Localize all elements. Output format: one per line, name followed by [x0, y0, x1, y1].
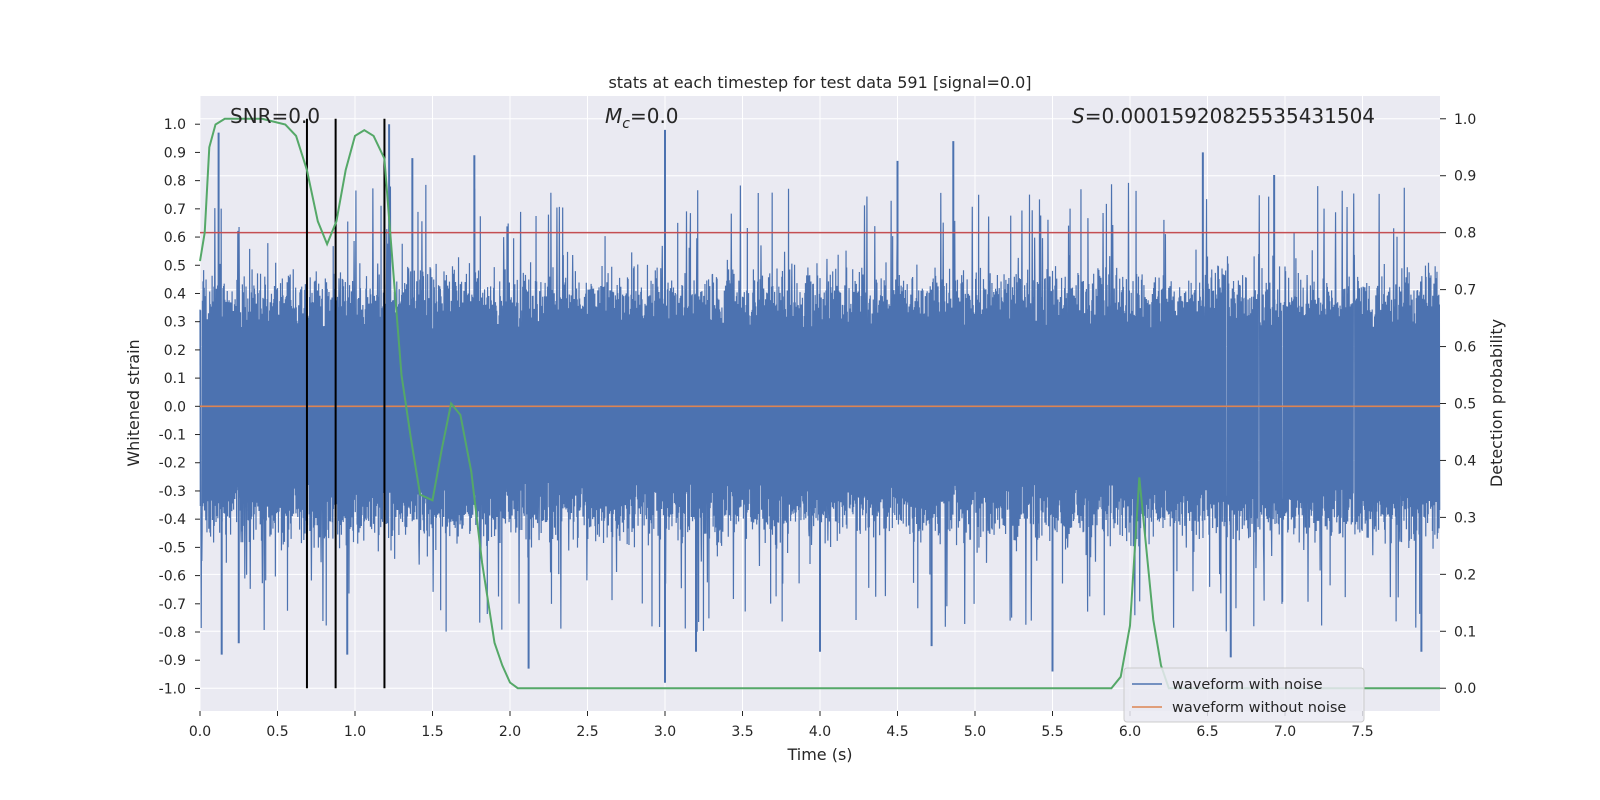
legend-label-waveform-without-noise: waveform without noise: [1172, 700, 1346, 716]
x-tick-label: 0.0: [189, 724, 211, 740]
x-tick-label: 5.5: [1041, 724, 1063, 740]
y-left-tick-label: -0.6: [159, 569, 186, 585]
x-tick-label: 0.5: [266, 724, 288, 740]
legend-label-waveform-with-noise: waveform with noise: [1172, 677, 1323, 693]
s-annotation: S=0.00015920825535431504: [1072, 104, 1375, 128]
y-right-tick-label: 0.3: [1454, 510, 1476, 526]
y-right-tick-label: 1.0: [1454, 112, 1476, 128]
vertical-markers: [305, 118, 386, 689]
legend-box: [1123, 667, 1365, 723]
y-right-tick-label: 0.8: [1454, 226, 1476, 242]
x-tick-label: 4.0: [809, 724, 831, 740]
y-left-tick-label: 0.6: [164, 230, 186, 246]
y-left-tick-label: 0.9: [164, 145, 186, 161]
detection-probability-line: [199, 117, 1440, 690]
y-right-tick-label: 0.2: [1454, 567, 1476, 583]
y-left-tick-label: -0.9: [159, 653, 186, 669]
y-left-tick-label: 0.5: [164, 258, 186, 274]
x-tick-label: 5.0: [964, 724, 986, 740]
y-left-tick-label: -0.7: [159, 597, 186, 613]
x-tick-label: 3.5: [731, 724, 753, 740]
y-left-tick-label: 0.8: [164, 174, 186, 190]
y-axis-right: 1.0 0.9 0.8 0.7 0.6 0.5 0.4 0.3 0.2 0.1 0.0: [1440, 112, 1476, 697]
y-left-tick-label: -0.8: [159, 625, 186, 641]
y-right-tick-label: 0.9: [1454, 169, 1476, 185]
chirp-mass-subscript: c: [622, 116, 630, 132]
y-axis-left-label: Whitened strain: [124, 339, 143, 466]
x-tick-label: 3.0: [654, 724, 676, 740]
y-left-tick-label: -1.0: [159, 681, 186, 697]
x-tick-label: 2.5: [576, 724, 598, 740]
y-left-tick-label: -0.2: [159, 456, 186, 472]
y-left-tick-label: 0.0: [164, 399, 186, 415]
x-tick-label: 1.5: [421, 724, 443, 740]
x-tick-label: 7.0: [1274, 724, 1296, 740]
y-axis-left: 1.0 0.9 0.8 0.7 0.6 0.5 0.4 0.3 0.2 0.1 0.0 -0.1 -0.…: [159, 117, 200, 697]
chirp-mass-symbol: M: [605, 104, 622, 128]
legend: waveform with noise waveform without noi…: [1123, 667, 1365, 723]
y-axis-right-label: Detection probability: [1487, 319, 1506, 487]
x-tick-label: 6.0: [1119, 724, 1141, 740]
x-tick-label: 2.0: [499, 724, 521, 740]
y-right-tick-label: 0.1: [1454, 624, 1476, 640]
y-right-tick-label: 0.0: [1454, 681, 1476, 697]
y-left-tick-label: 0.2: [164, 343, 186, 359]
chirp-mass-value: =0.0: [630, 104, 679, 128]
y-left-tick-label: 1.0: [164, 117, 186, 133]
snr-annotation: SNR=0.0: [230, 104, 320, 128]
y-left-tick-label: 0.4: [164, 286, 186, 302]
y-left-tick-label: -0.3: [159, 484, 186, 500]
chart-title: stats at each timestep for test data 591…: [608, 73, 1031, 92]
x-tick-label: 7.5: [1351, 724, 1373, 740]
y-left-tick-label: 0.3: [164, 315, 186, 331]
y-right-tick-label: 0.5: [1454, 397, 1476, 413]
y-left-tick-label: -0.4: [159, 512, 186, 528]
s-symbol: S: [1072, 104, 1085, 128]
chirp-mass-annotation: Mc=0.0: [605, 104, 679, 132]
y-right-tick-label: 0.4: [1454, 453, 1476, 469]
x-tick-label: 6.5: [1196, 724, 1218, 740]
y-left-tick-label: 0.7: [164, 202, 186, 218]
x-axis-label: Time (s): [786, 745, 852, 764]
y-right-tick-label: 0.6: [1454, 340, 1476, 356]
y-left-tick-label: 0.1: [164, 371, 186, 387]
y-left-tick-label: -0.5: [159, 540, 186, 556]
x-tick-label: 1.0: [344, 724, 366, 740]
y-right-tick-label: 0.7: [1454, 283, 1476, 299]
x-axis: 0.0 0.5 1.0 1.5 2.0 2.5 3.0 3.5 4.0 4.5 5.0 5.5 6.0 6…: [189, 711, 1374, 740]
s-value: =0.00015920825535431504: [1085, 104, 1375, 128]
y-left-tick-label: -0.1: [159, 428, 186, 444]
x-tick-label: 4.5: [886, 724, 908, 740]
